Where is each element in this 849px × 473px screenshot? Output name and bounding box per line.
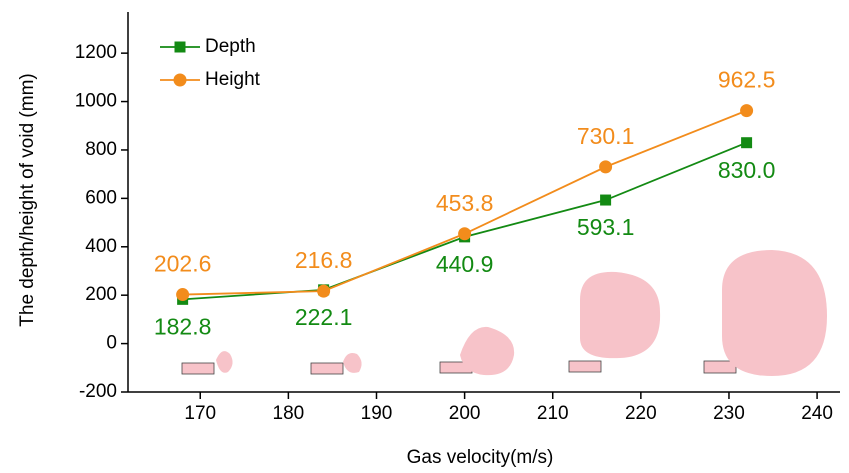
y-axis-title: The depth/height of void (mm)	[17, 73, 38, 326]
y-tick-label: 600	[85, 187, 117, 208]
void-blob	[722, 250, 827, 376]
y-tick-label: 0	[106, 333, 117, 354]
data-point	[740, 104, 753, 117]
legend-marker	[174, 74, 187, 87]
chart: The depth/height of void (mm) Gas veloci…	[0, 0, 849, 473]
data-point	[458, 227, 471, 240]
value-label: 182.8	[154, 313, 212, 339]
value-label: 202.6	[154, 251, 212, 277]
y-tick-label: 200	[85, 284, 117, 305]
nozzle	[182, 363, 214, 374]
value-label: 730.1	[577, 123, 635, 149]
x-tick-label: 180	[273, 403, 305, 424]
value-label: 216.8	[295, 247, 353, 273]
x-tick-label: 210	[537, 403, 569, 424]
legend-label: Height	[205, 69, 261, 90]
value-label: 453.8	[436, 190, 494, 216]
value-label: 830.0	[718, 157, 776, 183]
void-blob	[460, 327, 514, 375]
value-label: 222.1	[295, 304, 353, 330]
void-blob	[343, 353, 362, 373]
x-tick-label: 190	[361, 403, 393, 424]
y-tick-label: 800	[85, 139, 117, 160]
x-tick-label: 170	[184, 403, 216, 424]
value-label: 962.5	[718, 67, 776, 93]
nozzle	[311, 363, 343, 374]
void-blob	[216, 351, 233, 373]
void-images	[182, 250, 827, 376]
data-point	[600, 195, 611, 206]
data-point	[176, 288, 189, 301]
data-point	[317, 285, 330, 298]
data-point	[741, 137, 752, 148]
nozzle	[569, 361, 601, 372]
x-tick-label: 240	[801, 403, 833, 424]
value-label: 593.1	[577, 214, 635, 240]
legend-label: Depth	[205, 36, 256, 57]
data-point	[599, 160, 612, 173]
x-tick-label: 220	[625, 403, 657, 424]
y-tick-label: -200	[79, 381, 117, 402]
void-blob	[580, 272, 660, 358]
legend-marker	[175, 42, 186, 53]
x-tick-label: 230	[713, 403, 745, 424]
y-tick-label: 1200	[75, 42, 117, 63]
y-tick-label: 1000	[75, 91, 117, 112]
value-label: 440.9	[436, 251, 494, 277]
x-tick-label: 200	[449, 403, 481, 424]
x-axis-title: Gas velocity(m/s)	[407, 447, 554, 468]
y-tick-label: 400	[85, 236, 117, 257]
